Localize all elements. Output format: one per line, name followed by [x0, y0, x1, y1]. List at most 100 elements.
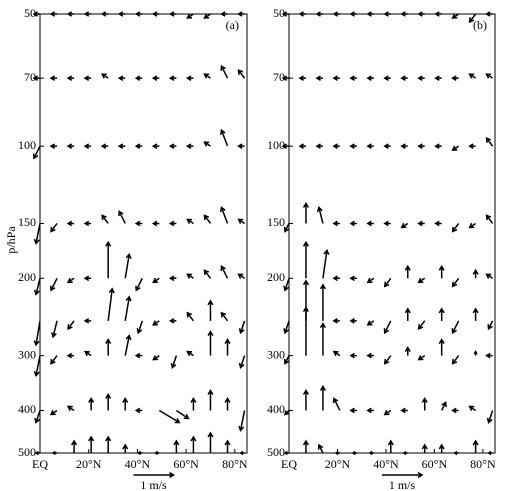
wind-arrow	[220, 64, 229, 79]
wind-arrow	[151, 220, 160, 227]
wind-arrow	[366, 352, 374, 359]
x-tick-label: 20°N	[76, 457, 102, 471]
wind-arrow	[404, 264, 411, 279]
wind-arrow	[315, 11, 323, 17]
wind-arrow	[332, 143, 340, 149]
wind-arrow	[124, 334, 132, 356]
y-tick-label: 200	[267, 270, 285, 284]
wind-arrow	[173, 439, 180, 453]
wind-arrow	[136, 320, 143, 335]
wind-arrow	[175, 409, 190, 420]
wind-arrow	[451, 145, 460, 151]
wind-arrow	[472, 268, 479, 279]
wind-arrow	[400, 75, 408, 81]
wind-arrow	[239, 450, 245, 456]
wind-arrow	[487, 320, 494, 331]
wind-arrow	[332, 220, 340, 227]
wind-arrow	[366, 277, 375, 284]
x-tick-label: 60°N	[422, 457, 448, 471]
x-tick-label: 60°N	[173, 457, 199, 471]
wind-arrow	[203, 73, 211, 79]
wind-arrow	[66, 352, 75, 359]
wind-arrow	[434, 220, 442, 227]
wind-arrow	[66, 277, 75, 284]
wind-arrow	[366, 220, 374, 227]
wind-arrow	[238, 355, 246, 369]
wind-arrow	[468, 405, 477, 412]
wind-arrow	[349, 75, 357, 81]
y-tick-label: 400	[267, 402, 285, 416]
wind-arrow	[473, 350, 478, 356]
wind-arrow	[485, 352, 493, 359]
wind-arrow	[101, 214, 109, 224]
wind-arrow	[100, 143, 109, 149]
wind-arrow	[298, 143, 306, 149]
wind-arrow	[237, 11, 245, 17]
wind-arrow	[334, 450, 340, 456]
wind-arrow	[417, 143, 425, 149]
plot-frame	[39, 13, 248, 454]
wind-arrow	[34, 410, 41, 424]
wind-arrow	[281, 11, 289, 17]
x-tick-label: 80°N	[470, 457, 496, 471]
wind-arrow	[88, 396, 95, 411]
wind-arrow	[468, 143, 476, 149]
wind-arrow	[441, 401, 447, 411]
plot-frame	[288, 13, 496, 454]
wind-arrow	[319, 283, 326, 321]
wind-arrow	[349, 318, 357, 324]
wind-arrow	[203, 141, 211, 147]
wind-arrow	[151, 75, 160, 81]
wind-arrow	[485, 73, 493, 79]
wind-arrow	[122, 443, 129, 453]
wind-arrow	[453, 450, 459, 456]
wind-arrow	[438, 264, 445, 279]
wind-arrow	[468, 222, 477, 229]
wind-arrow	[83, 318, 92, 324]
wind-arrow	[49, 143, 58, 149]
wind-arrow	[152, 320, 160, 326]
wind-arrow	[315, 75, 323, 81]
y-tick-label: 150	[18, 215, 36, 229]
wind-arrow	[220, 11, 228, 17]
wind-arrow	[400, 143, 408, 149]
wind-arrow	[319, 384, 326, 411]
wind-arrow	[421, 396, 428, 411]
wind-arrow	[33, 223, 41, 245]
wind-arrow	[368, 450, 374, 456]
wind-arrow	[302, 439, 310, 453]
wind-arrow	[283, 320, 290, 335]
wind-arrow	[383, 11, 391, 17]
wind-arrow	[83, 75, 92, 81]
wind-arrow	[34, 450, 40, 456]
wind-arrow	[417, 354, 426, 361]
wind-arrow	[349, 407, 357, 414]
wind-arrow	[105, 435, 112, 453]
wind-arrow	[472, 439, 479, 453]
wind-arrow	[283, 223, 290, 233]
wind-arrow	[158, 409, 181, 424]
wind-arrow	[400, 11, 408, 17]
wind-arrow	[383, 320, 392, 335]
wind-arrow	[283, 409, 290, 416]
wind-arrow	[168, 11, 177, 17]
wind-arrow	[451, 277, 460, 288]
y-tick-label: 50	[24, 6, 36, 20]
wind-arrow	[100, 73, 109, 79]
wind-arrow	[349, 143, 357, 149]
wind-arrow	[438, 307, 445, 321]
wind-arrow	[302, 306, 310, 356]
wind-arrow	[387, 439, 394, 453]
wind-arrow	[298, 75, 306, 81]
wind-arrow	[49, 75, 58, 81]
wind-arrow	[332, 275, 340, 282]
y-tick-label: 50	[273, 6, 285, 20]
wind-arrow	[238, 410, 246, 432]
wind-arrow	[107, 287, 115, 321]
wind-arrow	[319, 322, 326, 356]
wind-arrow	[421, 443, 428, 453]
wind-arrow	[349, 220, 357, 227]
y-tick-label: 100	[18, 138, 36, 152]
wind-arrow	[50, 223, 58, 233]
wind-arrow	[349, 352, 357, 359]
